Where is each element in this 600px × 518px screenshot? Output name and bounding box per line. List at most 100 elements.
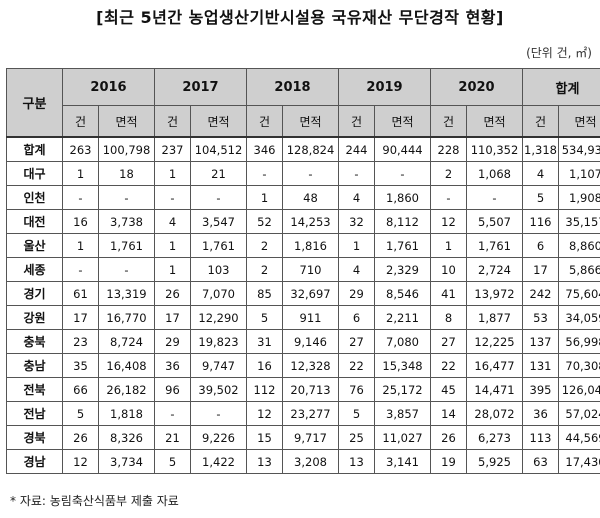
cell-area: 8,724 (98, 329, 155, 354)
cell-area: 44,569 (557, 425, 600, 450)
cell-area: 16,408 (98, 353, 155, 378)
cell-area: 534,930 (557, 136, 600, 162)
cell-area: 103 (190, 257, 247, 282)
cell-area: 9,226 (190, 425, 247, 450)
header-count: 건 (154, 105, 191, 138)
cell-count: 10 (430, 257, 467, 282)
cell-count: 53 (522, 305, 559, 330)
row-region: 인천 (6, 185, 63, 210)
cell-area: 8,546 (374, 281, 431, 306)
cell-area: 39,502 (190, 377, 247, 402)
row-region: 대구 (6, 161, 63, 186)
cell-count: 2 (430, 161, 467, 186)
table-row: 충남 35 16,408 36 9,747 16 12,328 22 15,348 22 16,47… (6, 353, 600, 378)
cell-area: 20,713 (282, 377, 339, 402)
cell-count: 1 (154, 161, 191, 186)
page-title: [최근 5년간 농업생산기반시설용 국유재산 무단경작 현황] (96, 8, 504, 27)
cell-count: 29 (154, 329, 191, 354)
cell-area: 12,290 (190, 305, 247, 330)
header-year: 2019 (338, 68, 431, 106)
cell-count: 113 (522, 425, 559, 450)
table-row: 대구 1 18 1 21- - - -2 1,068 4 1,107 (6, 161, 600, 186)
cell-count: 12 (430, 209, 467, 234)
cell-area: 9,747 (190, 353, 247, 378)
cell-count: 22 (430, 353, 467, 378)
cell-count: 12 (246, 401, 283, 426)
header-area: 면적 (98, 105, 155, 138)
cell-count: 1,318 (522, 136, 559, 162)
cell-area: 12,328 (282, 353, 339, 378)
cell-area: - (374, 161, 431, 186)
cell-area: 1,816 (282, 233, 339, 258)
cell-count: 45 (430, 377, 467, 402)
header-year: 2018 (246, 68, 339, 106)
cell-count: - (246, 161, 283, 186)
cell-area: 2,211 (374, 305, 431, 330)
cell-area: 5,866 (557, 257, 600, 282)
stats-table-container: 구분 2016 2017 2018 2019 2020 합계 건 면적 건 면적 건 면적 건 면적 건 면… (6, 68, 600, 474)
cell-area: 110,352 (466, 136, 523, 162)
cell-count: 4 (338, 257, 375, 282)
cell-area: 16,477 (466, 353, 523, 378)
cell-area: 18 (98, 161, 155, 186)
header-count: 건 (430, 105, 467, 138)
table-row: 충북 23 8,724 29 19,823 31 9,146 27 7,080 27 12,225 1… (6, 329, 600, 354)
cell-area: 57,024 (557, 401, 600, 426)
cell-area: 1,908 (557, 185, 600, 210)
cell-area: 8,112 (374, 209, 431, 234)
cell-area: 9,146 (282, 329, 339, 354)
cell-count: 2 (246, 233, 283, 258)
cell-count: - (154, 401, 191, 426)
cell-area: 1,068 (466, 161, 523, 186)
cell-count: 41 (430, 281, 467, 306)
header-count: 건 (522, 105, 559, 138)
cell-count: 395 (522, 377, 559, 402)
cell-area: 5,507 (466, 209, 523, 234)
table-row: 경남 12 3,734 5 1,422 13 3,208 13 3,141 19 5,925 63 17… (6, 449, 600, 474)
cell-area: 13,319 (98, 281, 155, 306)
cell-area: 1,877 (466, 305, 523, 330)
table-header: 구분 2016 2017 2018 2019 2020 합계 건 면적 건 면적 건 면적 건 면적 건 면… (6, 68, 600, 138)
cell-area: 3,141 (374, 449, 431, 474)
source-note: * 자료: 농림축산식품부 제출 자료 (10, 494, 179, 508)
cell-area: 12,225 (466, 329, 523, 354)
cell-count: 61 (62, 281, 99, 306)
cell-area: 35,157 (557, 209, 600, 234)
cell-area: 21 (190, 161, 247, 186)
cell-count: 244 (338, 136, 375, 162)
header-year: 합계 (521, 68, 600, 106)
cell-count: 31 (246, 329, 283, 354)
header-area: 면적 (466, 105, 523, 138)
cell-area: 23,277 (282, 401, 339, 426)
cell-area: 34,059 (557, 305, 600, 330)
cell-count: 76 (338, 377, 375, 402)
cell-count: 13 (338, 449, 375, 474)
table-row: 경북 26 8,326 21 9,226 15 9,717 25 11,027 26 6,273 11… (6, 425, 600, 450)
cell-area: 90,444 (374, 136, 431, 162)
cell-count: 27 (338, 329, 375, 354)
row-region: 충남 (6, 353, 63, 378)
header-region: 구분 (6, 68, 63, 138)
cell-count: 13 (246, 449, 283, 474)
cell-area: 14,253 (282, 209, 339, 234)
header-count: 건 (246, 105, 283, 138)
cell-area: 1,761 (190, 233, 247, 258)
cell-count: 22 (338, 353, 375, 378)
stats-table: 구분 2016 2017 2018 2019 2020 합계 건 면적 건 면적 건 면적 건 면적 건 면… (6, 68, 600, 474)
cell-area: 8,860 (557, 233, 600, 258)
cell-count: 16 (246, 353, 283, 378)
cell-count: 66 (62, 377, 99, 402)
cell-area: 15,348 (374, 353, 431, 378)
cell-count: 85 (246, 281, 283, 306)
row-region: 충북 (6, 329, 63, 354)
cell-count: 5 (338, 401, 375, 426)
header-area: 면적 (282, 105, 339, 138)
cell-count: 35 (62, 353, 99, 378)
row-region: 울산 (6, 233, 63, 258)
cell-count: 137 (522, 329, 559, 354)
row-region: 경기 (6, 281, 63, 306)
cell-area: 3,738 (98, 209, 155, 234)
cell-count: 15 (246, 425, 283, 450)
cell-count: - (154, 185, 191, 210)
